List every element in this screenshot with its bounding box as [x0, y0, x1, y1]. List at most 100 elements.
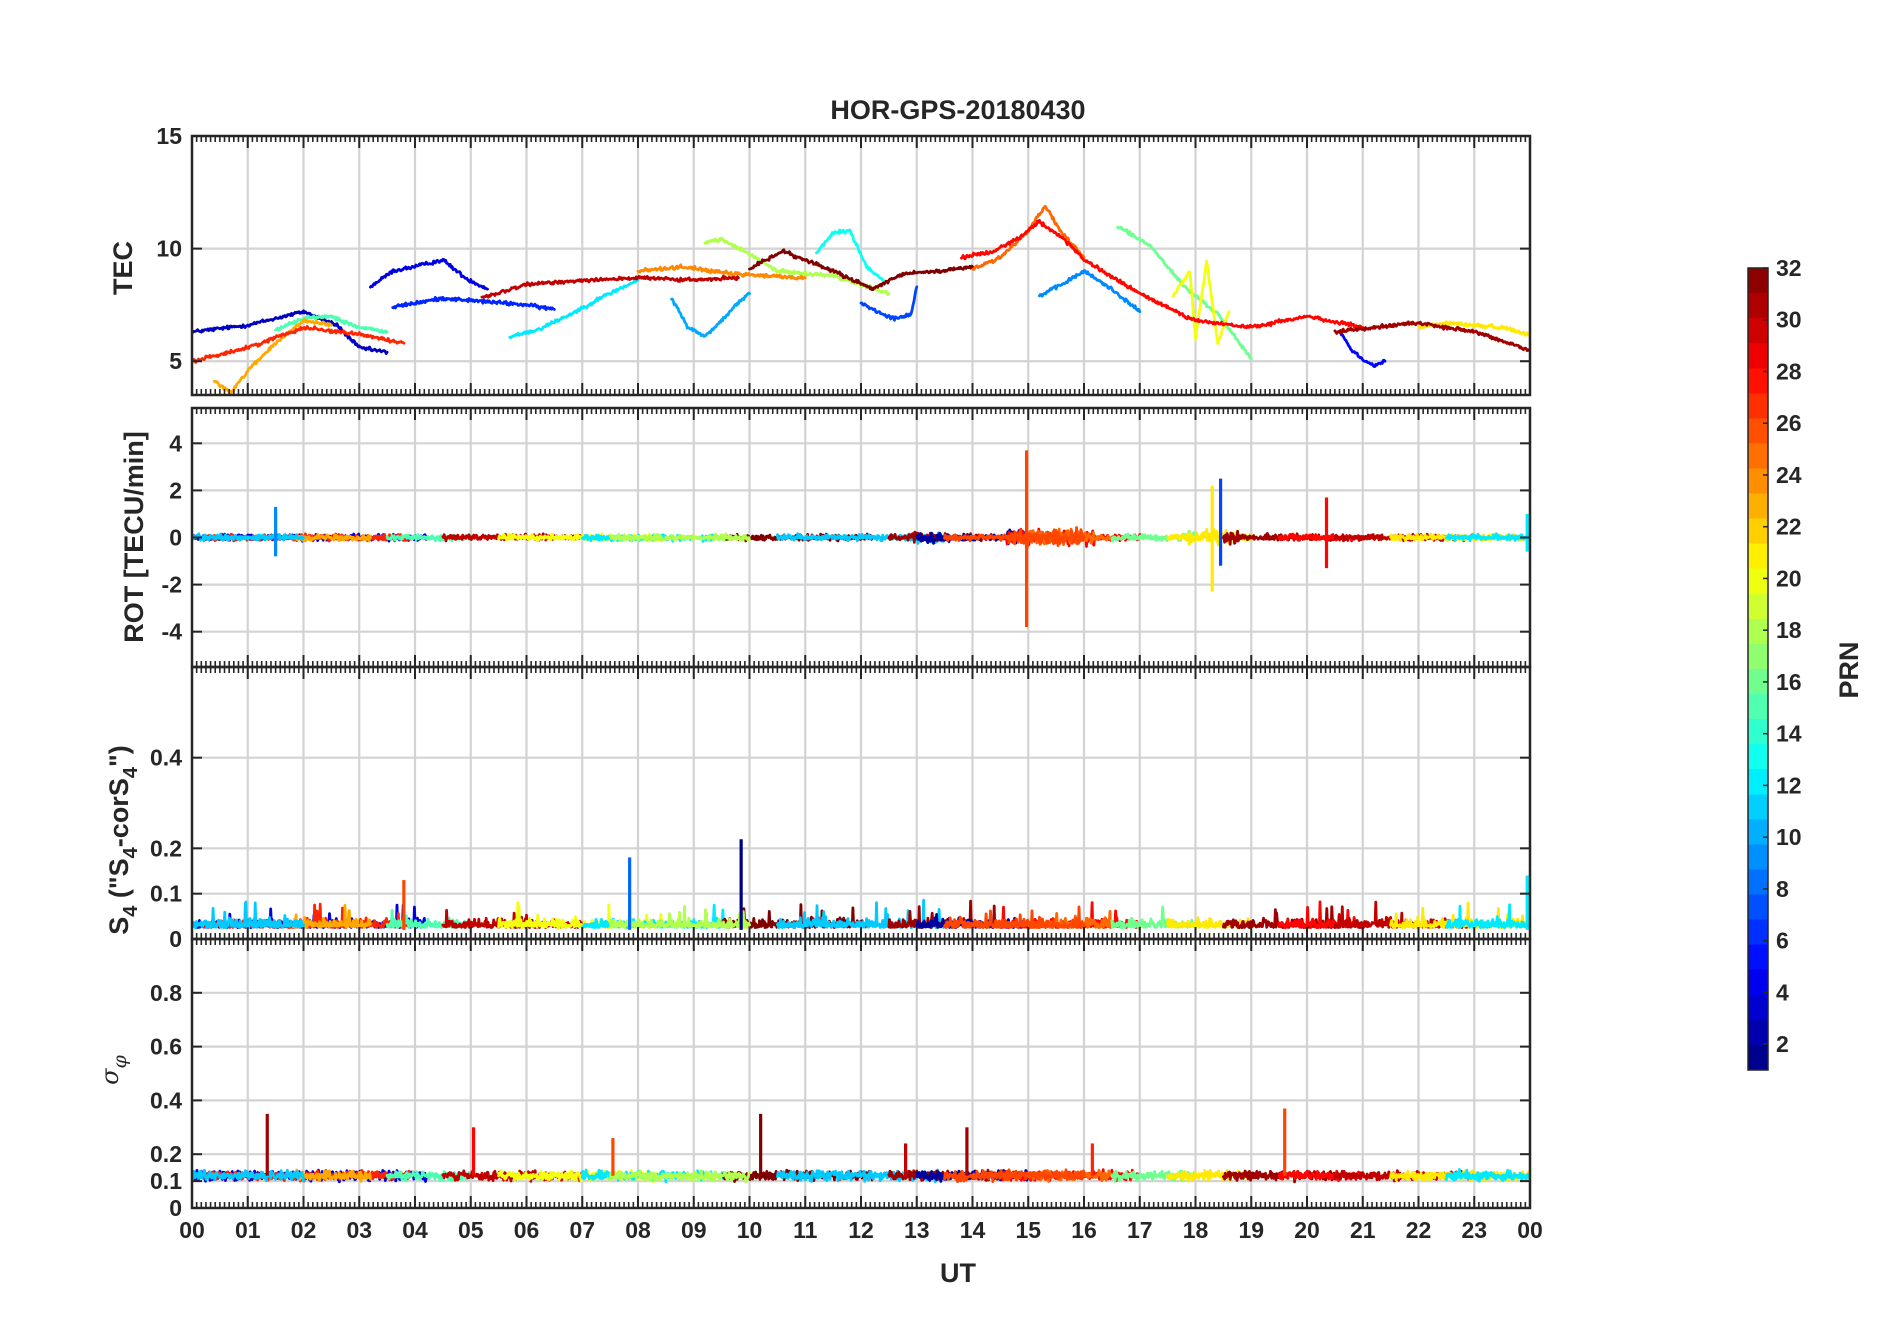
rot-trace-prn-26	[943, 526, 1086, 548]
sigma-phi-panel: σφ 00.10.2 0.4 0.6 0.8 00 01 02 03 04 05 06 07 08 09 1…	[96, 937, 1543, 1243]
s4-ytick-label: 0	[169, 926, 182, 952]
colorbar-tick-label: 6	[1776, 928, 1789, 954]
colorbar-tick-label: 2	[1776, 1031, 1789, 1057]
sigma_phi-ytick-label: 0.4	[150, 1087, 182, 1113]
tec-ylabel: TEC	[108, 241, 138, 295]
s4-trace-prn-11	[192, 900, 305, 930]
rot-trace-prn-11	[776, 531, 946, 545]
rot-ytick-label: -2	[162, 572, 182, 598]
sigma_phi-trace-prn-18	[608, 1169, 751, 1184]
x-tick-label: 09	[681, 1217, 707, 1243]
x-tick-label: 15	[1015, 1217, 1041, 1243]
colorbar-tick-label: 24	[1776, 462, 1802, 488]
sigma_phi-ytick-label: 0.2	[150, 1141, 182, 1167]
tec-trace-prn-20	[1171, 259, 1231, 346]
x-tick-label: 11	[793, 1217, 818, 1243]
x-tick-label: 14	[960, 1217, 986, 1243]
chart-title: HOR-GPS-20180430	[830, 95, 1085, 125]
x-tick-label: 10	[737, 1217, 763, 1243]
s4-panel: S4 ("S4-corS4") 0 0.1 0.2 0.4	[104, 665, 1532, 952]
colorbar-tick-label: 18	[1776, 617, 1802, 643]
x-axis-label: UT	[940, 1258, 976, 1288]
colorbar-tick-label: 4	[1776, 979, 1789, 1005]
tec-grid	[190, 134, 1532, 395]
s4-trace-prn-18	[608, 905, 751, 929]
x-tick-label: 05	[458, 1217, 484, 1243]
x-tick-label: 16	[1071, 1217, 1097, 1243]
tec-trace-prn-21	[1417, 320, 1530, 337]
s4-trace-prn-26	[943, 905, 1086, 930]
s4-ylabel: S4 ("S4-corS4")	[104, 745, 142, 935]
s4-ytick-label: 0.4	[150, 745, 182, 771]
tec-trace-prn-4	[368, 257, 489, 291]
rot-ytick-label: 0	[169, 525, 182, 551]
tec-trace-prn-5	[1339, 331, 1387, 369]
rot-ylabel: ROT [TECU/min]	[119, 431, 149, 642]
tec-ytick-label: 10	[156, 236, 182, 262]
tec-trace-prn-27	[192, 324, 406, 364]
sigma_phi-grid	[190, 939, 1532, 1210]
colorbar-tick-label: 28	[1776, 358, 1802, 384]
rot-panel: ROT [TECU/min] -4 -2 0 2 4	[119, 406, 1532, 669]
x-tick-label: 06	[514, 1217, 540, 1243]
colorbar-tick-label: 26	[1776, 410, 1802, 436]
sigma_phi-trace-prn-26	[943, 1168, 1086, 1183]
sigma_phi-trace-prn-12	[1445, 1168, 1530, 1183]
x-tick-label: 00	[1517, 1217, 1543, 1243]
sigma_phi-traces	[192, 1108, 1530, 1184]
rot-ytick-label: -4	[162, 619, 183, 645]
rot-ytick-label: 4	[169, 430, 182, 456]
rot-ytick-label: 2	[169, 477, 182, 503]
colorbar-label: PRN	[1834, 641, 1864, 698]
tec-minor-ticks	[191, 136, 1531, 395]
colorbar-tick-label: 30	[1776, 307, 1802, 333]
sigma_phi-trace-prn-11	[192, 1168, 305, 1183]
tec-traces	[192, 204, 1530, 395]
sigma_phi-ytick-label: 0.1	[150, 1168, 182, 1194]
sigma_phi-trace-prn-23	[290, 1168, 372, 1183]
tec-trace-prn-7	[859, 285, 919, 322]
tec-trace-prn-10	[670, 291, 751, 338]
rot-trace-prn-23	[290, 533, 372, 543]
sigma_phi-ytick-label: 0.8	[150, 980, 182, 1006]
rot-trace-prn-12	[1445, 532, 1530, 543]
s4-grid	[190, 667, 1532, 941]
tec-trace-prn-24	[636, 263, 807, 281]
s4-trace-prn-15	[385, 909, 473, 929]
colorbar-tick-label: 32	[1776, 255, 1802, 281]
s4-ytick-label: 0.2	[150, 835, 182, 861]
tec-trace-prn-31	[1333, 320, 1530, 353]
tec-trace-prn-23	[212, 318, 333, 395]
tec-trace-prn-28	[960, 218, 1365, 330]
tec-trace-prn-12	[508, 277, 640, 340]
tec-trace-prn-32	[748, 248, 974, 292]
x-tick-label: 17	[1127, 1217, 1153, 1243]
x-tick-label: 01	[235, 1217, 261, 1243]
tec-trace-prn-3	[192, 309, 389, 356]
s4-ytick-label: 0.1	[150, 881, 182, 907]
x-tick-label: 21	[1350, 1217, 1376, 1243]
s4-trace-prn-12	[1445, 903, 1530, 929]
tec-ytick-label: 15	[156, 123, 182, 149]
x-tick-label: 13	[904, 1217, 930, 1243]
tec-trace-prn-15	[274, 314, 389, 334]
tec-ytick-label: 5	[169, 348, 182, 374]
rot-trace-prn-11	[192, 532, 305, 543]
tec-trace-prn-30	[480, 274, 740, 299]
x-tick-label: 08	[625, 1217, 651, 1243]
colorbar-tick-label: 20	[1776, 565, 1802, 591]
rot-grid	[190, 408, 1532, 667]
x-tick-label: 18	[1183, 1217, 1209, 1243]
colorbar-tick-label: 10	[1776, 824, 1802, 850]
sigma-phi-ylabel: σφ	[96, 1054, 131, 1084]
rot-traces	[192, 450, 1530, 627]
x-tick-label: 02	[291, 1217, 317, 1243]
colorbar-tick-label: 8	[1776, 876, 1789, 902]
colorbar-tick-label: 16	[1776, 669, 1802, 695]
tec-trace-prn-9	[1038, 269, 1142, 314]
colorbar-tick-label: 22	[1776, 514, 1802, 540]
x-tick-label: 07	[569, 1217, 595, 1243]
